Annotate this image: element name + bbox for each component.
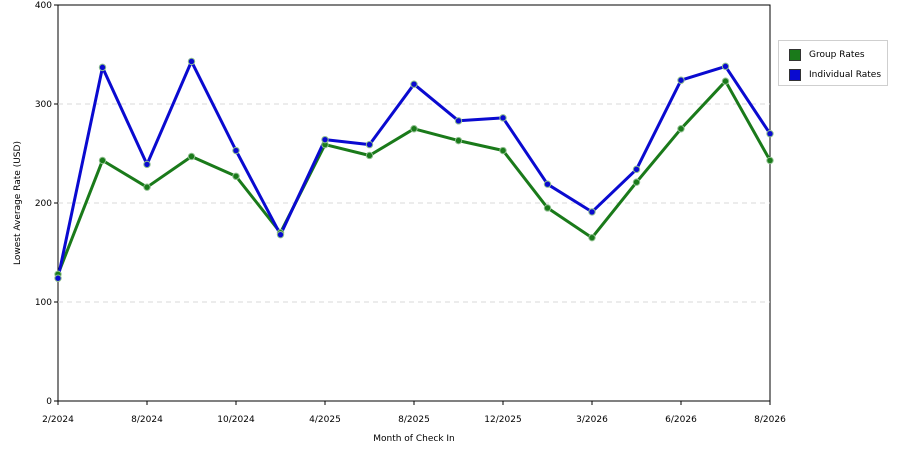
data-point — [677, 125, 685, 133]
x-tick-label: 8/2026 — [754, 415, 786, 425]
legend-item-individual-rates: Individual Rates — [789, 68, 881, 82]
data-point — [143, 160, 151, 169]
x-tick-label: 4/2025 — [309, 415, 341, 425]
x-tick-label: 6/2026 — [665, 415, 697, 425]
legend-swatch-group-rates — [789, 49, 801, 61]
x-axis-title: Month of Check In — [373, 434, 455, 444]
legend-label-individual-rates: Individual Rates — [809, 70, 882, 80]
y-tick-label: 300 — [35, 100, 52, 110]
x-tick-label: 12/2025 — [484, 415, 521, 425]
data-point — [276, 230, 285, 239]
data-point — [143, 183, 151, 191]
y-tick-label: 200 — [35, 199, 52, 209]
data-point — [187, 57, 196, 66]
x-tick-label: 3/2026 — [576, 415, 608, 425]
y-tick-label: 100 — [35, 298, 52, 308]
data-point — [98, 156, 107, 165]
legend-swatch-individual-rates — [789, 69, 801, 81]
data-point — [365, 151, 374, 160]
legend: Group Rates Individual Rates — [778, 40, 888, 86]
x-tick-label: 8/2025 — [398, 415, 430, 425]
data-point — [721, 77, 730, 85]
data-point — [98, 63, 107, 72]
data-point — [410, 80, 418, 88]
data-point — [677, 76, 685, 84]
gridlines — [58, 103, 770, 303]
y-axis-title: Lowest Average Rate (USD) — [13, 141, 23, 265]
series-points — [54, 57, 774, 282]
data-point — [54, 274, 62, 282]
data-point — [543, 180, 552, 188]
data-point — [365, 140, 374, 149]
data-point — [232, 172, 240, 180]
y-axis-ticks: 0 100 200 300 400 — [35, 1, 58, 407]
data-point — [321, 135, 329, 144]
x-tick-label: 10/2024 — [217, 415, 255, 425]
data-point — [632, 178, 641, 186]
data-point — [499, 146, 507, 155]
data-point — [454, 136, 463, 145]
x-tick-label: 2/2024 — [42, 415, 74, 425]
data-point — [588, 233, 596, 242]
data-point — [410, 125, 418, 133]
x-axis-ticks: 2/2024 8/2024 10/2024 4/2025 8/2025 12/2025 3/… — [42, 401, 786, 425]
data-point — [543, 204, 552, 212]
data-point — [187, 152, 196, 161]
data-point — [766, 156, 774, 165]
data-point — [632, 165, 641, 174]
legend-item-group-rates: Group Rates — [789, 48, 865, 62]
legend-label-group-rates: Group Rates — [809, 50, 865, 60]
data-point — [588, 208, 596, 216]
x-tick-label: 8/2024 — [131, 415, 163, 425]
data-point — [454, 117, 463, 125]
data-point — [721, 62, 730, 71]
data-point — [766, 130, 774, 138]
y-tick-label: 400 — [35, 1, 52, 11]
data-point — [232, 146, 240, 155]
data-point — [499, 114, 507, 122]
y-tick-label: 0 — [46, 397, 52, 407]
